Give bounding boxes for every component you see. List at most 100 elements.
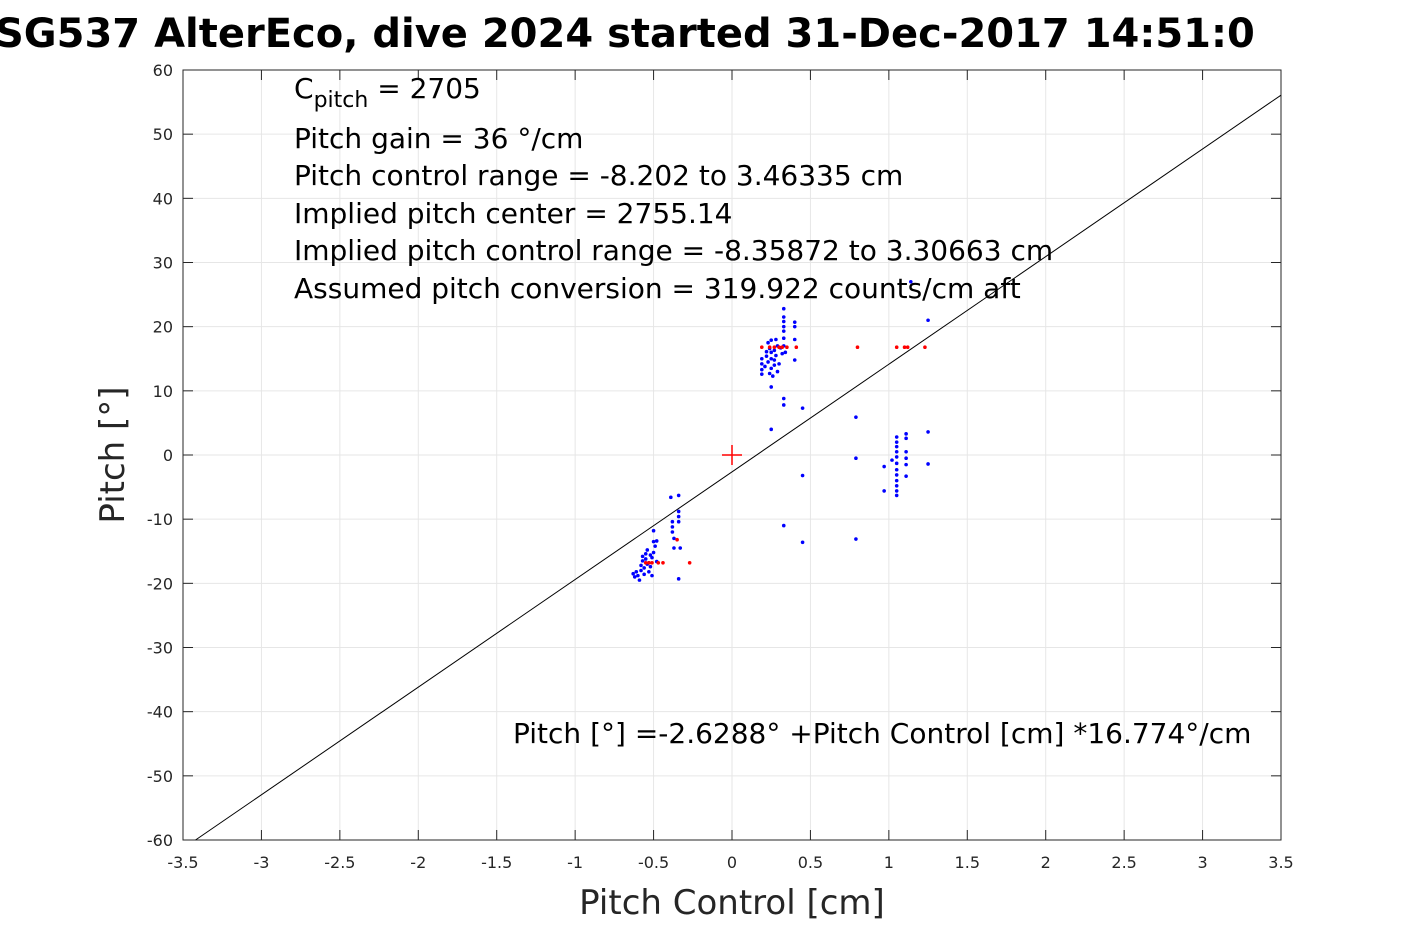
blue-data-point: [904, 456, 908, 461]
axis-ticks: [182, 69, 1282, 841]
red-data-point: [650, 561, 654, 565]
blue-data-point: [781, 403, 786, 407]
x-tick-label: -2: [410, 853, 426, 872]
y-tick-label: -10: [147, 510, 173, 529]
blue-data-point: [766, 360, 770, 364]
blue-data-point: [894, 435, 899, 439]
blue-data-point: [904, 436, 908, 441]
red-data-point: [687, 561, 692, 565]
y-tick-label: -50: [147, 767, 173, 786]
blue-data-point: [670, 519, 675, 524]
annotation-block: Cpitch = 2705 Pitch gain = 36 °/cm Pitch…: [294, 72, 1251, 750]
blue-data-point: [904, 474, 908, 478]
blue-data-point: [631, 571, 635, 576]
y-tick-labels: -60 -50 -40 -30 -20 -10 0 10 20 30 40 50 60: [147, 61, 173, 850]
blue-data-point: [763, 364, 767, 369]
blue-data-point: [651, 528, 656, 533]
blue-data-point: [781, 306, 786, 311]
blue-data-point: [774, 337, 778, 342]
blue-data-point: [637, 578, 642, 582]
blue-data-point: [647, 569, 651, 574]
blue-data-point: [636, 573, 640, 578]
pitch-control-range-annotation: Pitch control range = -8.202 to 3.46335 …: [294, 159, 903, 192]
y-tick-label: 20: [153, 318, 173, 337]
blue-data-point: [676, 519, 681, 524]
blue-data-point: [760, 367, 764, 372]
blue-data-point: [670, 525, 675, 529]
blue-data-point: [926, 430, 930, 434]
blue-data-point: [653, 544, 657, 548]
blue-data-point: [650, 555, 654, 560]
blue-data-point: [781, 396, 786, 401]
grid-lines: [182, 69, 1282, 841]
cpitch-value: = 2705: [368, 72, 481, 105]
blue-data-point: [890, 458, 894, 462]
blue-data-point: [642, 572, 646, 577]
red-data-point: [760, 345, 764, 350]
blue-data-point: [854, 415, 858, 419]
red-data-point: [772, 345, 777, 350]
cpitch-annotation: Cpitch = 2705: [294, 72, 481, 113]
blue-data-point: [774, 353, 778, 358]
blue-data-point: [640, 554, 645, 559]
blue-data-point: [650, 573, 654, 578]
blue-data-point: [769, 356, 774, 361]
x-tick-label: 2: [1041, 853, 1051, 872]
x-tick-label: 3.5: [1268, 853, 1293, 872]
blue-data-point: [781, 315, 786, 319]
x-tick-label: 1.5: [955, 853, 980, 872]
y-tick-label: -60: [147, 831, 173, 850]
x-tick-label: 2.5: [1111, 853, 1136, 872]
blue-data-point: [764, 349, 769, 354]
x-tick-label: -1.5: [481, 853, 512, 872]
blue-data-point: [772, 358, 777, 362]
blue-data-point: [769, 427, 774, 432]
implied-control-range-annotation: Implied pitch control range = -8.35872 t…: [294, 234, 1053, 267]
blue-data-point: [669, 495, 673, 500]
red-data-point: [780, 345, 784, 350]
y-axis-label: Pitch [°]: [93, 386, 133, 523]
x-tick-label: 3: [1197, 853, 1207, 872]
blue-data-point: [926, 462, 930, 466]
blue-data-point: [894, 444, 899, 449]
blue-data-point: [639, 568, 643, 573]
blue-data-point: [648, 564, 653, 569]
blue-data-point: [882, 464, 886, 469]
blue-data-point: [926, 318, 930, 323]
x-tick-label: -1: [567, 853, 583, 872]
blue-data-point: [772, 363, 777, 367]
blue-data-point: [904, 449, 908, 454]
cpitch-subscript: pitch: [314, 88, 369, 113]
red-data-point: [902, 345, 907, 350]
x-tick-label: 0.5: [798, 853, 823, 872]
blue-data-point: [783, 350, 788, 355]
red-data-point: [656, 561, 661, 565]
red-points: [643, 345, 927, 565]
blue-data-point: [651, 539, 656, 544]
implied-pitch-center-annotation: Implied pitch center = 2755.14: [294, 197, 732, 230]
blue-data-point: [894, 455, 899, 459]
blue-data-point: [764, 354, 769, 358]
blue-data-point: [800, 540, 805, 545]
blue-data-point: [792, 337, 797, 342]
blue-data-point: [894, 449, 899, 454]
y-tick-label: 0: [163, 446, 173, 465]
x-tick-label: -3: [253, 853, 269, 872]
blue-data-point: [760, 372, 764, 376]
center-marker: [722, 445, 742, 465]
x-tick-label: 1: [884, 853, 894, 872]
blue-data-point: [634, 569, 639, 574]
y-tick-label: -30: [147, 639, 173, 658]
x-tick-label: -3.5: [167, 853, 198, 872]
blue-data-point: [894, 473, 899, 477]
blue-data-point: [894, 489, 899, 493]
blue-data-point: [780, 351, 784, 356]
blue-data-point: [770, 374, 775, 378]
red-data-point: [923, 345, 927, 350]
blue-data-point: [766, 340, 770, 345]
y-tick-label: -40: [147, 703, 173, 722]
red-data-point: [794, 345, 799, 350]
blue-data-point: [632, 575, 637, 579]
red-data-point: [661, 561, 665, 565]
